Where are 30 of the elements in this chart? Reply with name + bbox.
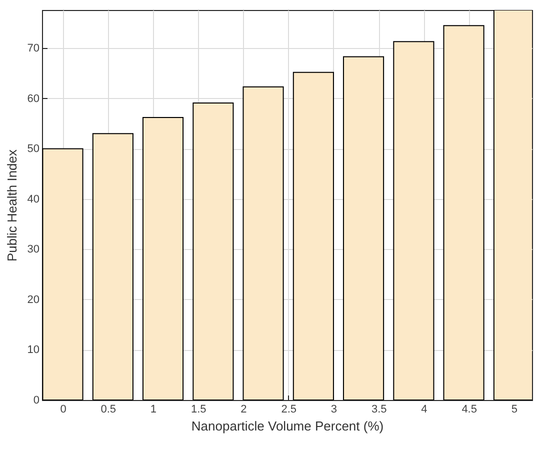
- x-tick-label: 1: [150, 404, 157, 416]
- x-tick-label: 1.5: [190, 404, 206, 416]
- x-tick-label: 5: [511, 404, 518, 416]
- x-tick-label: 4.5: [462, 404, 477, 416]
- y-tick-label: 0: [33, 394, 40, 406]
- bar: [443, 25, 484, 400]
- y-tick-label: 30: [27, 244, 40, 256]
- x-tick-label: 3.5: [371, 404, 387, 416]
- x-tick-label: 2.5: [281, 404, 296, 416]
- bar: [42, 148, 84, 400]
- y-tick-label: 70: [27, 42, 40, 55]
- x-tick-label: 0.5: [100, 404, 116, 416]
- y-tick-label: 60: [27, 92, 40, 105]
- x-tick-label: 4: [421, 404, 428, 416]
- x-tick-label: 3: [330, 404, 338, 416]
- bar: [393, 41, 434, 400]
- bar: [292, 72, 334, 400]
- x-tick-label: 2: [240, 404, 247, 416]
- y-tick-label: 50: [27, 143, 40, 156]
- bar: [142, 117, 184, 400]
- y-tick-label: 40: [27, 193, 40, 206]
- x-tick-label: 0: [60, 404, 66, 416]
- bar: [192, 102, 234, 400]
- bar: [92, 133, 134, 400]
- bar: [242, 86, 284, 400]
- y-axis-title: Public Health Index: [4, 148, 20, 262]
- y-tick-label: 20: [27, 294, 40, 306]
- bar: [342, 56, 384, 400]
- x-axis-title: Nanoparticle Volume Percent (%): [191, 418, 384, 434]
- y-tick-label: 10: [27, 344, 40, 356]
